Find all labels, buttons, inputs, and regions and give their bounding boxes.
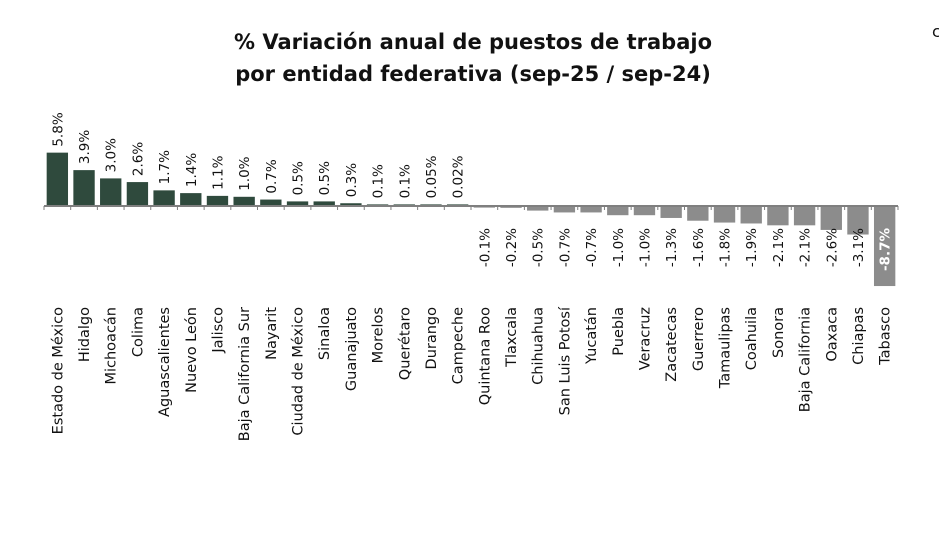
category-label: Aguascalientes (157, 307, 173, 417)
category-label: Quintana Roo (477, 307, 493, 405)
bar (607, 206, 629, 216)
category-label: Michoacán (104, 307, 120, 385)
bar (580, 206, 602, 213)
category-label: Durango (424, 307, 440, 370)
data-label: 0.1% (397, 164, 413, 198)
category-label: Hidalgo (77, 307, 93, 362)
data-label: 1.7% (157, 150, 173, 184)
category-label: Chihuahua (531, 307, 547, 385)
bar (153, 190, 175, 206)
category-label: Yucatán (584, 307, 600, 365)
bar (633, 206, 656, 216)
data-label: 0.02% (451, 155, 467, 198)
category-label: Jalisco (210, 307, 226, 354)
category-label: Tabasco (878, 307, 894, 366)
data-label: -2.1% (771, 228, 787, 267)
data-label: -0.7% (584, 228, 600, 267)
category-label: Nuevo León (184, 307, 200, 393)
bar (873, 206, 896, 287)
data-label: -2.1% (798, 228, 814, 267)
bar (340, 203, 362, 206)
category-label: Ciudad de México (291, 307, 307, 436)
category-label: Puebla (611, 307, 627, 356)
bar (126, 182, 149, 206)
category-label: Tlaxcala (504, 307, 520, 368)
data-label: 0.05% (424, 155, 440, 198)
data-label: 0.7% (264, 159, 280, 193)
data-label: 0.3% (344, 163, 360, 197)
bar (260, 199, 282, 206)
bar (713, 206, 736, 223)
category-label: Zacatecas (664, 307, 680, 382)
bar (793, 206, 816, 226)
data-label: -0.5% (531, 228, 547, 267)
data-label: -0.7% (557, 228, 573, 267)
category-label: Chiapas (851, 307, 867, 365)
bar (100, 178, 122, 206)
bar (46, 152, 69, 206)
data-label: 1.4% (184, 153, 200, 187)
bar (527, 206, 549, 211)
data-label: -2.6% (824, 228, 840, 267)
data-label: 0.1% (371, 164, 387, 198)
category-label: Sonora (771, 307, 787, 358)
data-label: -1.0% (611, 228, 627, 267)
data-label: -0.2% (504, 228, 520, 267)
data-label: -1.6% (691, 228, 707, 267)
data-label: -1.9% (744, 228, 760, 267)
category-label: Campeche (451, 307, 467, 384)
category-label: Guerrero (691, 307, 707, 371)
category-label: Oaxaca (824, 307, 840, 362)
chart-title-line-1: % Variación anual de puestos de trabajo (233, 30, 712, 54)
category-label: Nayarit (264, 307, 280, 360)
data-label: 3.9% (77, 130, 93, 164)
data-label: 2.6% (130, 142, 146, 176)
data-label: 1.1% (210, 155, 226, 189)
bar (206, 195, 229, 206)
data-label: -0.1% (477, 228, 493, 267)
data-label: -1.8% (718, 228, 734, 267)
data-label: -1.0% (637, 228, 653, 267)
data-label: -3.1% (851, 228, 867, 267)
data-label: 5.8% (50, 112, 66, 146)
category-label: Querétaro (397, 307, 413, 380)
data-label: 0.5% (291, 161, 307, 195)
category-label: San Luis Potosí (557, 306, 573, 415)
bar (740, 206, 762, 224)
bar (180, 193, 202, 206)
data-label: 1.0% (237, 156, 253, 190)
chart-title: % Variación anual de puestos de trabajo … (0, 26, 939, 90)
category-label: Baja California Sur (237, 307, 253, 441)
category-label: Estado de México (50, 307, 66, 434)
data-label: -1.3% (664, 228, 680, 267)
bar (73, 170, 95, 206)
data-label: -8.7% (878, 228, 894, 272)
category-label: Colima (130, 307, 146, 357)
cropped-corner-glyph: c (932, 22, 939, 41)
chart-title-line-2: por entidad federativa (sep-25 / sep-24) (235, 62, 711, 86)
bar (847, 206, 869, 235)
bar (286, 201, 309, 206)
category-label: Tamaulipas (718, 307, 734, 389)
bar (233, 196, 255, 206)
data-label: 3.0% (104, 138, 120, 172)
data-label: 0.5% (317, 161, 333, 195)
bar (660, 206, 682, 218)
bar (767, 206, 789, 226)
category-label: Sinaloa (317, 307, 333, 360)
bar (820, 206, 842, 230)
category-label: Coahuila (744, 307, 760, 370)
category-label: Veracruz (637, 307, 653, 370)
bar (553, 206, 576, 213)
category-label: Morelos (371, 307, 387, 363)
bar (687, 206, 709, 221)
category-label: Guanajuato (344, 307, 360, 391)
bar (313, 201, 335, 206)
category-label: Baja California (798, 307, 814, 412)
